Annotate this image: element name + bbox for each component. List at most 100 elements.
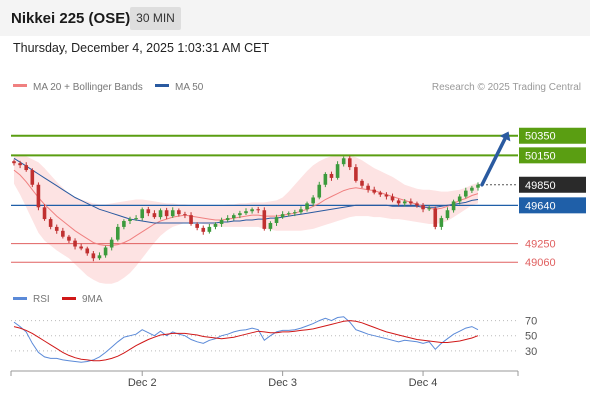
support-label-49060: 49060	[525, 257, 556, 269]
candle	[274, 214, 279, 226]
candle-body	[219, 220, 224, 224]
rsi-ma-legend-swatch	[62, 297, 76, 300]
candle-body	[225, 218, 230, 221]
candle	[439, 215, 444, 230]
candle-body	[427, 208, 431, 210]
candle-body	[195, 223, 199, 228]
candle	[189, 212, 193, 226]
candle-body	[341, 158, 346, 165]
candle	[341, 156, 346, 167]
candle-body	[415, 203, 419, 206]
candle-body	[451, 201, 456, 211]
timeframe-badge[interactable]: 30 MIN	[130, 7, 181, 30]
candle-body	[470, 187, 474, 191]
candle	[256, 206, 261, 214]
candle-body	[323, 173, 328, 185]
candle-body	[317, 184, 322, 198]
candle	[347, 155, 352, 171]
moving-averages	[13, 157, 479, 246]
candle-body	[170, 210, 175, 217]
instrument-title: Nikkei 225 (OSE)	[11, 10, 131, 27]
forecast-arrow-shaft	[480, 136, 507, 187]
candle-body	[286, 213, 291, 215]
candle	[329, 171, 334, 181]
support-label-49250: 49250	[525, 239, 556, 251]
candle-body	[67, 236, 71, 241]
candle	[445, 207, 450, 220]
ma20-line	[13, 169, 479, 246]
candle-body	[274, 217, 279, 223]
candle-body	[433, 208, 438, 227]
candle-body	[384, 194, 389, 197]
candle-body	[164, 210, 169, 217]
candle	[170, 207, 175, 218]
candle	[54, 224, 59, 234]
candle	[24, 162, 29, 172]
candle	[79, 243, 83, 251]
candle	[299, 206, 303, 214]
candle	[415, 201, 419, 208]
candle	[109, 237, 114, 251]
candle	[36, 182, 41, 211]
candle-body	[335, 164, 340, 178]
candle	[317, 181, 322, 200]
candle	[61, 227, 65, 239]
candle	[268, 221, 273, 232]
candle-body	[115, 226, 120, 240]
candle-body	[128, 219, 132, 222]
candle-body	[360, 180, 364, 186]
rsi-legend-swatch	[13, 297, 27, 300]
candle	[433, 206, 438, 230]
candle-body	[396, 200, 401, 204]
candle-body	[103, 247, 108, 256]
candle	[201, 225, 206, 235]
ma20-legend-label: MA 20 + Bollinger Bands	[33, 82, 143, 93]
candle	[286, 211, 291, 217]
candle-body	[439, 218, 444, 227]
current-price-badge	[519, 176, 586, 193]
candle-body	[146, 209, 151, 214]
candle	[372, 186, 377, 195]
candle-body	[54, 226, 59, 231]
candle-body	[48, 219, 53, 227]
candle-body	[409, 201, 413, 204]
candle-body	[293, 212, 297, 214]
candle	[470, 185, 474, 193]
rsi-ma-legend-label: 9MA	[82, 294, 103, 305]
candle	[12, 159, 16, 166]
candle-body	[30, 170, 35, 185]
candlesticks	[12, 155, 480, 262]
candle	[378, 190, 383, 197]
candle	[42, 204, 47, 221]
candle-body	[329, 173, 334, 178]
candle	[73, 238, 77, 250]
candle-body	[262, 210, 267, 229]
candle-body	[79, 246, 83, 249]
chart-timestamp: Thursday, December 4, 2025 1:03:31 AM CE…	[13, 41, 270, 55]
resistance-badge-50150	[519, 147, 586, 164]
candle	[427, 205, 431, 212]
candle	[231, 213, 236, 221]
candle-body	[73, 240, 77, 247]
candle-body	[140, 209, 145, 219]
candle	[305, 201, 309, 212]
candle-body	[421, 205, 425, 210]
resistance-badge-50350	[519, 127, 586, 144]
rsi-ma-line	[13, 320, 479, 362]
candle-body	[256, 209, 261, 211]
candle-body	[61, 230, 65, 237]
candle-body	[85, 248, 90, 254]
pivot-label-49640: 49640	[525, 200, 556, 212]
rsi-legend-label: RSI	[33, 294, 50, 305]
candle-body	[244, 211, 248, 214]
candle	[48, 217, 53, 230]
candle-body	[463, 190, 468, 197]
candle	[122, 219, 126, 230]
ma50-legend-label: MA 50	[175, 82, 204, 93]
candle	[476, 182, 480, 191]
candle-body	[207, 226, 212, 232]
candle	[421, 202, 425, 213]
candle-body	[402, 201, 407, 204]
candle-body	[12, 161, 16, 164]
